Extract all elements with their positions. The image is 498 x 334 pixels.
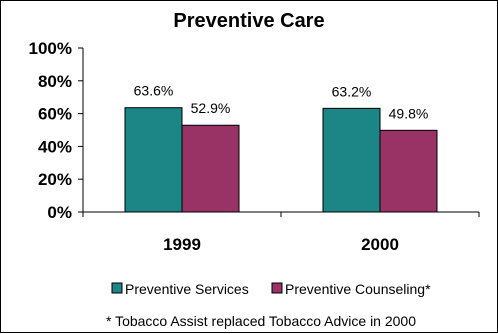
bar-preventive-counseling-2000	[380, 130, 437, 212]
y-tick-label: 60%	[38, 105, 72, 124]
bar-preventive-counseling-1999	[182, 125, 239, 212]
data-label: 63.6%	[134, 83, 174, 99]
y-tick-label: 40%	[38, 137, 72, 156]
y-tick-label: 80%	[38, 72, 72, 91]
legend-swatch-preventive-counseling	[272, 283, 282, 293]
chart-footnote: * Tobacco Assist replaced Tobacco Advice…	[106, 313, 416, 329]
legend-swatch-preventive-services	[112, 283, 122, 293]
y-tick-label: 20%	[38, 170, 72, 189]
bar-preventive-services-1999	[125, 108, 182, 212]
legend-label-preventive-services: Preventive Services	[125, 281, 249, 297]
x-tick-label: 2000	[361, 235, 399, 254]
chart-title: Preventive Care	[173, 10, 324, 32]
bar-preventive-services-2000	[323, 108, 380, 212]
data-label: 52.9%	[191, 100, 231, 116]
x-tick-label: 1999	[163, 235, 201, 254]
data-label: 63.2%	[332, 83, 372, 99]
legend-label-preventive-counseling: Preventive Counseling*	[285, 281, 431, 297]
data-label: 49.8%	[389, 105, 429, 121]
y-tick-label: 100%	[29, 39, 72, 58]
y-tick-label: 0%	[47, 203, 72, 222]
